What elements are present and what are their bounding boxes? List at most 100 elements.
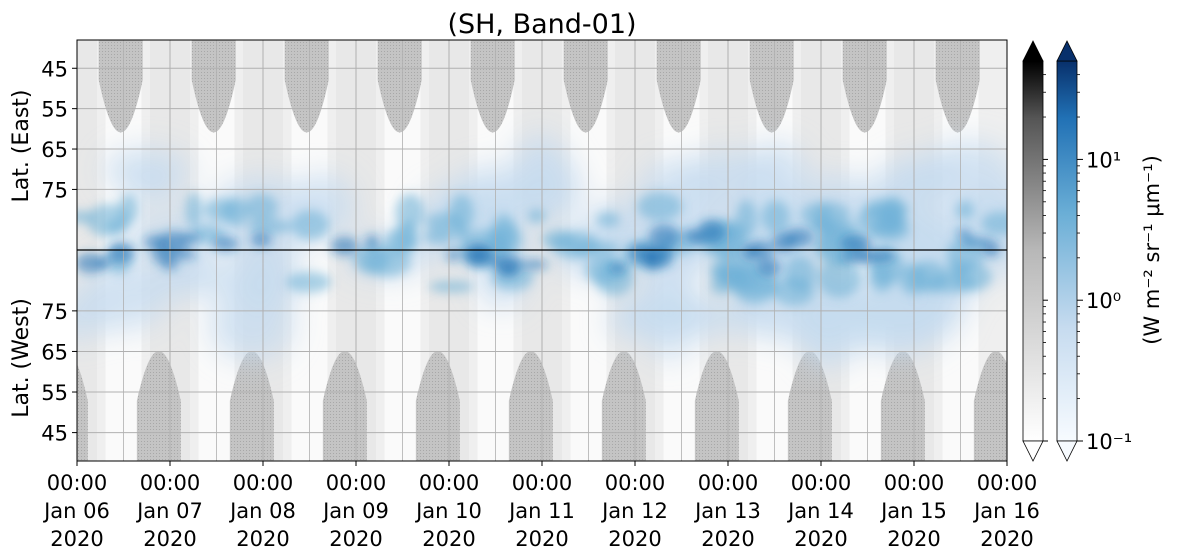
- x-tick-label: Jan 06: [42, 499, 110, 523]
- radiance-patch: [105, 219, 129, 233]
- radiance-patch: [817, 258, 862, 298]
- radiance-patch: [185, 191, 202, 228]
- colorbar-blue: [1056, 60, 1078, 442]
- radiance-patch: [498, 260, 520, 278]
- radiance-patch: [212, 236, 239, 252]
- night-region-east: [470, 40, 515, 133]
- radiance-patch: [814, 204, 833, 237]
- radiance-patch: [291, 210, 330, 240]
- x-tick-label: 00:00: [884, 471, 945, 495]
- radiance-patch: [840, 254, 868, 263]
- night-region-east: [656, 40, 701, 133]
- x-tick-label: Jan 15: [879, 499, 947, 523]
- y-label-top: Lat. (East): [9, 90, 34, 203]
- x-tick-label: 2020: [422, 527, 475, 551]
- radiance-patch: [644, 247, 660, 270]
- radiance-patch: [898, 263, 928, 295]
- radiance-patch: [107, 241, 135, 264]
- radiance-patch: [717, 264, 745, 285]
- y-bottom-ticks: 75 65 55 45: [41, 300, 77, 446]
- night-region-east: [191, 40, 236, 133]
- radiance-patch: [446, 248, 460, 262]
- y-tick-label: 65: [41, 138, 68, 162]
- radiance-patch: [425, 212, 464, 232]
- radiance-patch: [920, 141, 1007, 208]
- x-tick-label: 2020: [887, 527, 940, 551]
- radiance-patch: [522, 259, 548, 270]
- radiance-patch: [926, 273, 978, 294]
- x-tick-label: 2020: [608, 527, 661, 551]
- colorbar-tick-label: 10⁻¹: [1086, 430, 1132, 454]
- x-tick-label: 00:00: [47, 471, 108, 495]
- x-tick-label: Jan 10: [414, 499, 482, 523]
- radiance-patch: [428, 280, 474, 293]
- x-tick-label: Jan 08: [228, 499, 296, 523]
- night-region-east: [749, 40, 794, 133]
- plot-area: [77, 40, 1007, 461]
- colorbar-ticks: 10¹ 10⁰ 10⁻¹: [1043, 74, 1132, 454]
- x-tick-label: 2020: [701, 527, 754, 551]
- x-ticks: 00:00 Jan 06 2020 00:00 Jan 07 2020 00:00 Jan 0…: [42, 461, 1040, 551]
- night-region-west: [77, 364, 88, 461]
- chart-title: (SH, Band-01): [447, 9, 636, 40]
- x-tick-label: Jan 16: [972, 499, 1040, 523]
- colorbars: 10¹ 10⁰ 10⁻¹: [1022, 40, 1132, 462]
- x-tick-label: 2020: [794, 527, 847, 551]
- radiance-patch: [761, 200, 790, 233]
- x-tick-label: 2020: [50, 527, 103, 551]
- colorbar-blue-extend-max: [1056, 40, 1078, 62]
- radiance-patch: [982, 240, 1001, 258]
- y-tick-label: 55: [41, 381, 68, 405]
- radiance-patch: [250, 232, 272, 248]
- colorbar-grey: [1022, 60, 1044, 442]
- radiance-patch: [210, 289, 294, 361]
- y-label-bottom: Lat. (West): [9, 298, 34, 418]
- colorbar-label: (W m⁻² sr⁻¹ μm⁻¹): [1140, 155, 1164, 345]
- radiance-patch: [757, 258, 781, 277]
- radiance-patch: [77, 252, 106, 274]
- colorbar-grey-extend-max: [1022, 40, 1044, 62]
- night-regions: [77, 40, 1007, 461]
- radiance-patch: [143, 234, 169, 250]
- colorbar-blue-extend-min: [1056, 440, 1078, 462]
- radiance-mid: [77, 191, 1007, 307]
- radiance-patch: [286, 271, 332, 293]
- x-tick-label: 00:00: [419, 471, 480, 495]
- colorbar-grey-extend-min: [1022, 440, 1044, 462]
- night-region-east: [377, 40, 422, 133]
- radiance-patch: [955, 200, 975, 220]
- radiance-patch: [608, 263, 627, 273]
- radiance-patch: [463, 243, 494, 267]
- radiance-patch: [683, 228, 700, 240]
- radiance-patch: [86, 203, 130, 238]
- radiance-patch: [870, 264, 894, 293]
- radiance-patch: [158, 231, 188, 254]
- radiance-patch: [724, 294, 777, 333]
- radiance-diffuse: [77, 132, 1007, 369]
- radiance-patch: [798, 283, 858, 369]
- radiance-patch: [637, 192, 683, 221]
- radiance-patch: [232, 249, 298, 307]
- x-tick-label: 2020: [236, 527, 289, 551]
- radiance-patch: [840, 235, 873, 252]
- radiance-patch: [960, 237, 993, 246]
- radiance-patch: [365, 234, 379, 249]
- radiance-patch: [394, 221, 419, 251]
- radiance-patch: [956, 228, 972, 238]
- x-tick-label: 2020: [980, 527, 1033, 551]
- radiance-patch: [244, 193, 278, 222]
- radiance-patch: [146, 263, 251, 297]
- radiance-patch: [648, 224, 680, 249]
- colorbar-tick-label: 10¹: [1086, 148, 1121, 172]
- y-tick-label: 55: [41, 98, 68, 122]
- radiance-patch: [981, 211, 1007, 236]
- x-tick-label: Jan 09: [321, 499, 389, 523]
- x-tick-label: 2020: [143, 527, 196, 551]
- radiance-patch: [247, 218, 292, 234]
- colorbar-tick-label: 10⁰: [1086, 289, 1121, 313]
- radiance-core: [77, 219, 1001, 278]
- night-region-east: [935, 40, 980, 133]
- radiance-patch: [363, 247, 411, 278]
- x-tick-label: 00:00: [326, 471, 387, 495]
